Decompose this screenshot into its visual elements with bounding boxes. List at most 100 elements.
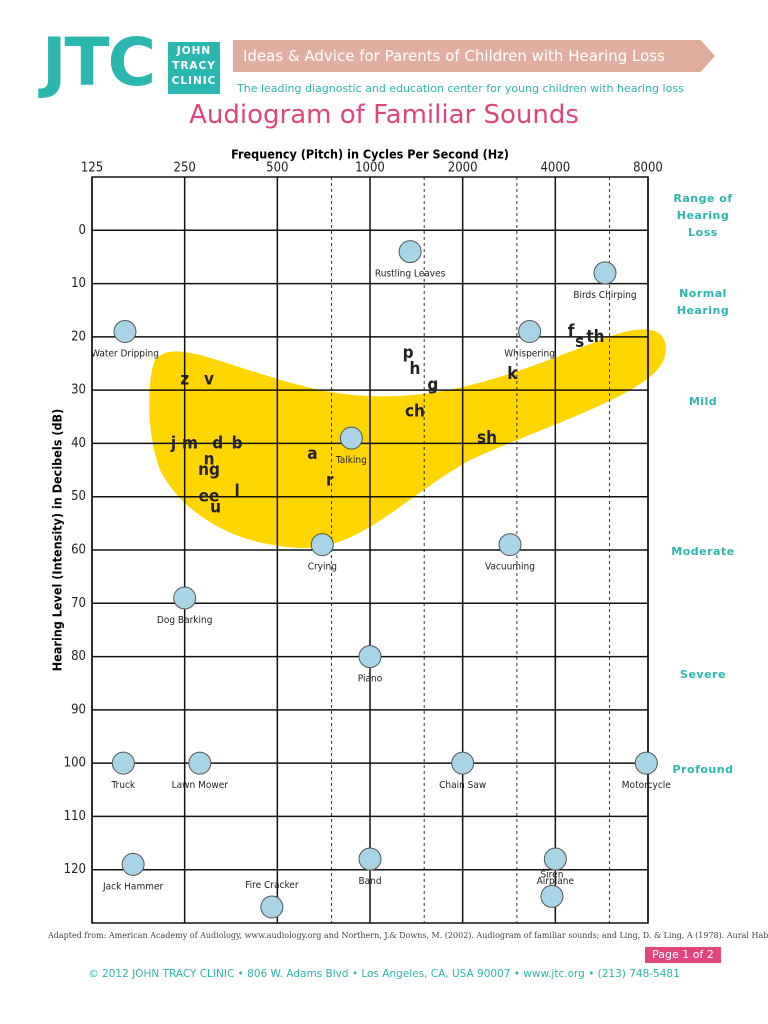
org-name-line: TRACY (172, 60, 216, 72)
sound-label: Chain Saw (439, 780, 486, 791)
y-tick-label: 60 (71, 543, 86, 558)
speech-sound: l (234, 481, 239, 501)
speech-sound: k (507, 364, 518, 384)
y-tick-label: 0 (79, 223, 86, 238)
speech-banana (149, 329, 666, 549)
sound-marker (339, 426, 363, 450)
plot-area: 125 250 500 1000 2000 4000 8000 0 10 20 30 40 50 60 70… (64, 161, 671, 924)
speech-sound: r (326, 471, 334, 491)
speech-sound: ch (405, 401, 425, 421)
speech-sound: sh (477, 428, 497, 448)
speech-sound: u (210, 497, 221, 517)
x-tick-label: 250 (174, 161, 196, 176)
range-label: Mild (688, 395, 718, 408)
x-tick-label: 500 (266, 161, 288, 176)
speech-sound: m (182, 433, 198, 453)
sound-marker (518, 320, 542, 344)
y-tick-label: 110 (64, 809, 86, 824)
y-tick-label: 40 (71, 436, 86, 451)
sound-label: Talking (335, 455, 367, 466)
speech-sound: ng (198, 460, 220, 480)
sound-marker (634, 751, 658, 775)
range-title: Range of Hearing Loss (673, 192, 733, 239)
tagline: The leading diagnostic and education cen… (237, 82, 684, 95)
x-axis-label: Frequency (Pitch) in Cycles Per Second (… (231, 147, 509, 162)
speech-sound: th (586, 327, 604, 347)
sound-marker (113, 320, 137, 344)
sound-label: Vacuuming (485, 562, 535, 573)
range-label: Normal Hearing (676, 287, 730, 317)
sound-marker (173, 586, 197, 610)
sound-marker (260, 895, 284, 919)
speech-sound: g (427, 375, 438, 395)
sound-label: Crying (308, 562, 337, 573)
speech-sound: d (212, 433, 223, 453)
y-tick-label: 50 (71, 489, 86, 504)
citation: Adapted from: American Academy of Audiol… (48, 931, 768, 940)
speech-sound: f (568, 322, 575, 342)
sound-marker (188, 751, 212, 775)
sound-label: Piano (358, 674, 383, 685)
range-label: Profound (672, 763, 734, 776)
speech-sound: s (575, 332, 584, 352)
y-tick-label: 10 (71, 276, 86, 291)
sound-label: Truck (111, 780, 136, 791)
sound-marker (398, 240, 422, 264)
y-tick-label: 100 (64, 756, 86, 771)
banner: Ideas & Advice for Parents of Children w… (233, 40, 715, 72)
speech-sound: p (403, 343, 414, 363)
y-tick-label: 120 (64, 862, 86, 877)
y-tick-label: 30 (71, 383, 86, 398)
sound-marker (593, 261, 617, 285)
x-tick-label: 4000 (540, 161, 570, 176)
sound-label: Water Dripping (91, 349, 159, 360)
x-tick-label: 8000 (633, 161, 663, 176)
sound-label: Airplane (537, 876, 575, 887)
sound-label: Siren (540, 869, 563, 880)
y-tick-label: 80 (71, 649, 86, 664)
sound-label: Motorcycle (622, 780, 671, 791)
sound-marker (111, 751, 135, 775)
speech-sound: ee (199, 487, 220, 507)
x-tick-label: 2000 (448, 161, 478, 176)
sound-marker (358, 847, 382, 871)
logo: JTC (42, 24, 156, 101)
range-label: Severe (680, 668, 726, 681)
org-name-line: JOHN (176, 45, 212, 57)
y-tick-label: 90 (71, 702, 86, 717)
y-axis-label: Hearing Level (Intensity) in Decibels (d… (50, 409, 65, 671)
sound-marker (451, 751, 475, 775)
y-tick-label: 20 (71, 329, 86, 344)
sound-label: Rustling Leaves (375, 269, 446, 280)
speech-sound: h (410, 359, 421, 379)
sound-label: Band (358, 876, 381, 887)
sound-marker (358, 645, 382, 669)
org-name-box: JOHN TRACY CLINIC (168, 42, 220, 94)
speech-sound: j (170, 433, 176, 453)
y-tick-label: 70 (71, 596, 86, 611)
sound-label: Lawn Mower (172, 780, 229, 791)
contact-line: © 2012 JOHN TRACY CLINIC • 806 W. Adams … (88, 968, 680, 980)
sound-marker (310, 533, 334, 557)
sound-marker (540, 884, 564, 908)
speech-sound: v (204, 369, 214, 389)
x-tick-label: 125 (81, 161, 103, 176)
sound-label: Fire Cracker (245, 880, 299, 891)
sound-label: Dog Barking (157, 615, 213, 626)
speech-sound: a (307, 444, 317, 464)
speech-sound: n (204, 449, 215, 469)
x-tick-label: 1000 (355, 161, 385, 176)
sound-marker (543, 847, 567, 871)
chart-title: Audiogram of Familiar Sounds (189, 100, 579, 130)
sound-label: Birds Chirping (573, 290, 636, 301)
speech-sound: b (232, 433, 243, 453)
sound-marker (121, 852, 145, 876)
page-number: Page 1 of 2 (645, 947, 721, 963)
speech-sound: z (180, 369, 189, 389)
sound-label: Whispering (504, 349, 555, 360)
org-name-line: CLINIC (171, 75, 217, 87)
sound-marker (498, 533, 522, 557)
